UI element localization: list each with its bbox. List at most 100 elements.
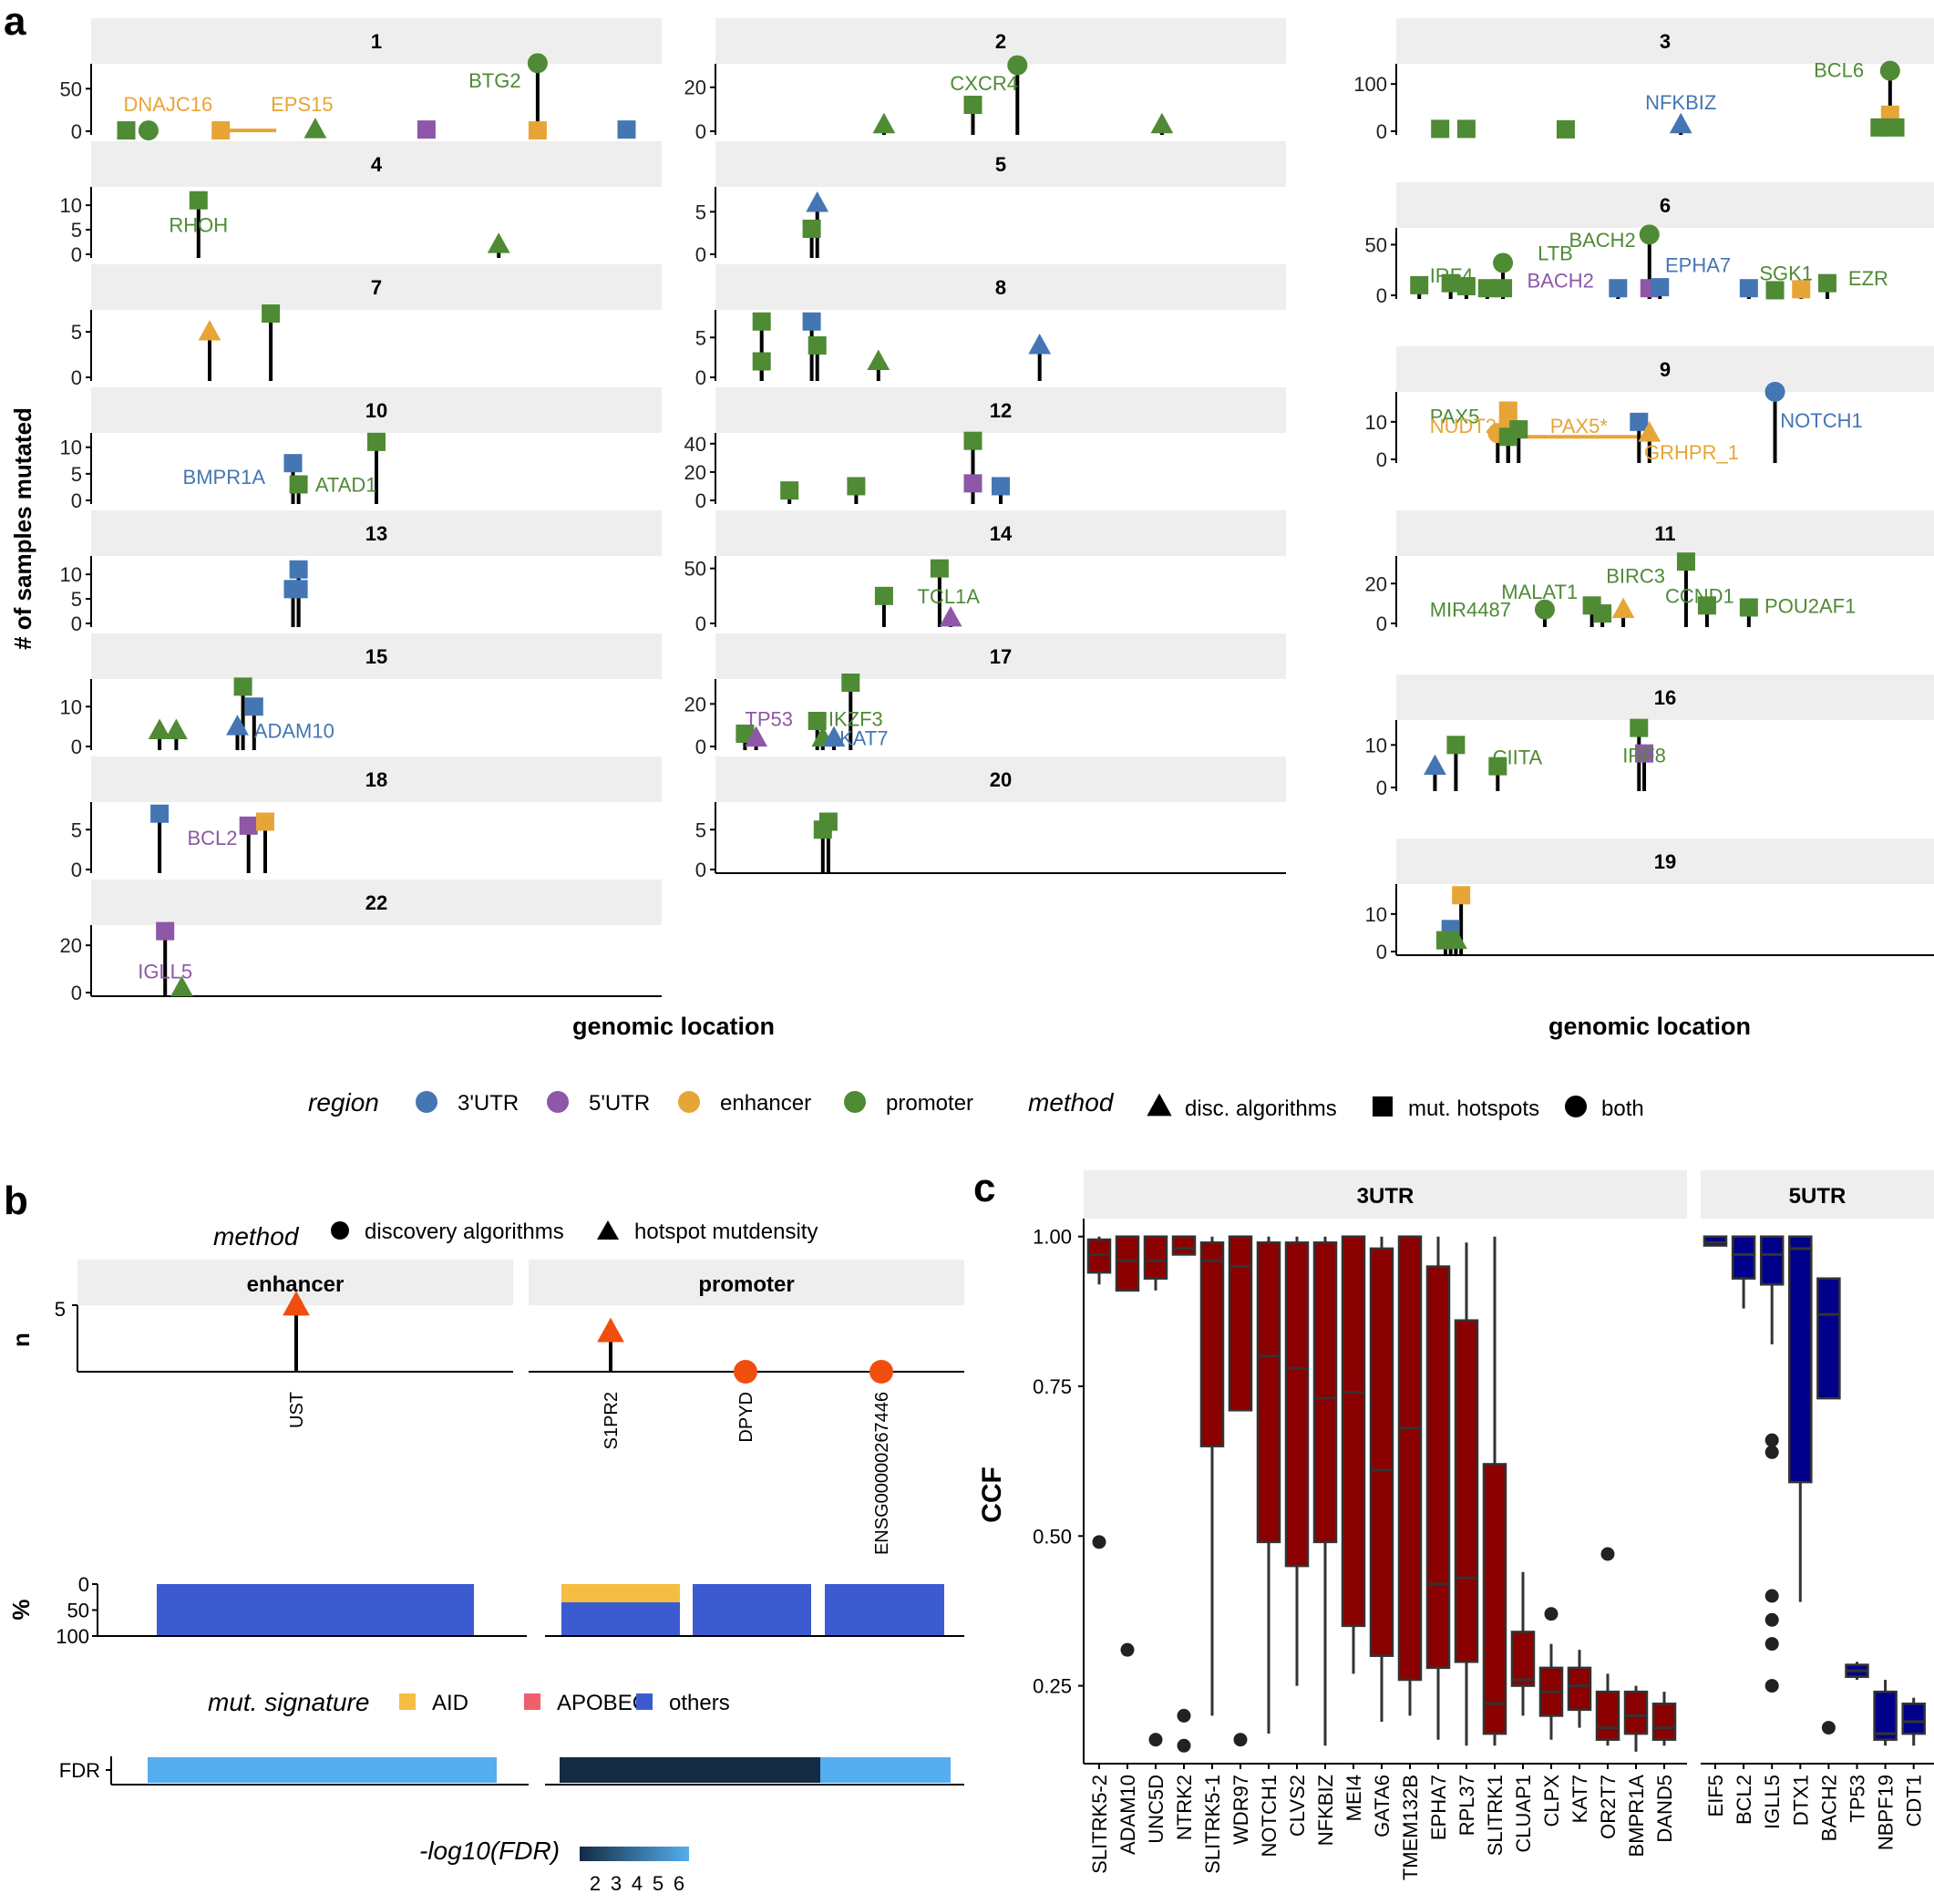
facet-strip-label: 9	[1660, 358, 1671, 381]
box-EPHA7	[1425, 1265, 1451, 1670]
gene-label: NOTCH1	[1780, 409, 1862, 432]
gene-tick-label: OR2T7	[1597, 1775, 1620, 1839]
gene-label: CXCR4	[950, 72, 1018, 95]
gene-tick-label: CLVS2	[1286, 1775, 1309, 1837]
gene-label: EPS15	[271, 93, 334, 116]
gene-label: CIITA	[1493, 746, 1543, 768]
lollipop-point	[487, 232, 510, 253]
facet-y-tick-label: 10	[60, 194, 82, 217]
gene-label: IGLL5	[138, 961, 192, 983]
gene-tick-label: KAT7	[1569, 1775, 1591, 1823]
facet-y-tick-label: 20	[60, 934, 82, 957]
lollipop-point	[289, 475, 308, 494]
lollipop-point	[963, 474, 982, 493]
facet-strip	[91, 264, 662, 310]
facet-chr-16: 16 0 10 CIITA IRF8	[1365, 674, 1934, 799]
lollipop-point	[117, 121, 136, 140]
lollipop-point	[170, 975, 193, 997]
lollipop-point	[1739, 279, 1758, 298]
fdr-axis-label: FDR	[59, 1759, 100, 1782]
legend-method-title: method	[1028, 1088, 1115, 1117]
lollipop-point	[1556, 119, 1575, 139]
gene-label: MIR4487	[1430, 599, 1511, 622]
panel-a-letter: a	[4, 0, 26, 44]
lollipop-point	[1639, 224, 1660, 245]
facet-y-tick-label: 10	[60, 563, 82, 586]
box-outlier	[1764, 1679, 1779, 1693]
panel-c-letter: c	[973, 1166, 995, 1210]
signature-bar-DPYD	[693, 1584, 811, 1636]
box-NTRK2	[1171, 1235, 1197, 1256]
facet-strip-label: 5	[995, 153, 1006, 176]
gene-label: SGK1	[1759, 262, 1813, 285]
lollipop-point	[1441, 273, 1460, 293]
facet-strip	[91, 387, 662, 433]
gene-label: KAT7	[839, 727, 888, 750]
facet-strip-label: 4	[371, 153, 383, 176]
facet-strip-label: 6	[1660, 194, 1671, 217]
lollipop-point	[1494, 279, 1513, 298]
lollipop-point	[752, 352, 771, 371]
facet-strip-label: 19	[1654, 850, 1676, 873]
box-WDR97	[1228, 1235, 1253, 1412]
gene-tick-label: SLITRK5-1	[1201, 1775, 1224, 1874]
legend-swatch-utr5	[547, 1091, 569, 1113]
fdr-tile-ENSG00000267446	[820, 1757, 951, 1783]
gene-label: S1PR2	[602, 1392, 622, 1449]
lollipop-point	[289, 580, 308, 599]
facet-strip-label: 16	[1654, 686, 1676, 709]
gene-label: BTG2	[468, 69, 520, 92]
box-BCL2	[1731, 1235, 1756, 1280]
gene-tick-label: ADAM10	[1116, 1775, 1139, 1855]
lollipop-point	[256, 812, 274, 831]
box-DAND5	[1651, 1703, 1677, 1741]
facet-y-tick-label: 50	[1365, 233, 1387, 256]
lollipop-point	[303, 118, 327, 139]
gene-label: CCND1	[1665, 584, 1734, 607]
box-CLVS2	[1284, 1241, 1310, 1568]
box-SLITRK5-1	[1199, 1241, 1225, 1447]
lollipop-point	[847, 477, 866, 496]
fdr-colorbar-tick: 3	[611, 1872, 622, 1895]
gene-tick-label: NTRK2	[1173, 1775, 1196, 1840]
facet-strip	[715, 264, 1286, 310]
signature-bar-UST	[157, 1584, 474, 1636]
facet-strip-label: 13	[365, 522, 387, 545]
gene-tick-label: CLUAP1	[1512, 1775, 1535, 1853]
signature-legend-label: APOBEC	[557, 1691, 648, 1715]
facet-chr-19: 19 0 10	[1365, 839, 1934, 963]
facet-strip-label: 15	[365, 645, 387, 668]
facet-strip-label: 10	[365, 399, 387, 422]
lollipop-point	[165, 718, 188, 739]
legend-label-utr3: 3'UTR	[458, 1091, 519, 1116]
facet-y-tick-label: 0	[1376, 448, 1387, 471]
lollipop-point	[1638, 421, 1661, 442]
facet-y-tick-label: 0	[1376, 612, 1387, 635]
lollipop-point	[780, 481, 799, 500]
box-ADAM10	[1115, 1235, 1140, 1292]
lollipop-point-UST	[283, 1291, 310, 1316]
facet-y-tick-label: 0	[695, 859, 706, 881]
lollipop-point	[745, 726, 767, 747]
facet-y-tick-label: 0	[71, 612, 82, 635]
gene-tick-label: EIF5	[1704, 1775, 1727, 1817]
facet-y-tick-label: 10	[1365, 734, 1387, 756]
lollipop-point	[808, 712, 827, 730]
gene-tick-label: GATA6	[1371, 1775, 1394, 1837]
facet-chr-3: 3 0 100 NFKBIZ BCL6	[1353, 18, 1934, 143]
facet-y-tick-label: 0	[1376, 777, 1387, 799]
lollipop-point	[822, 726, 846, 747]
signature-legend-title: mut. signature	[208, 1688, 369, 1716]
lollipop-point	[1534, 599, 1555, 620]
lollipop-point	[1452, 886, 1471, 905]
gene-label: DNAJC16	[123, 93, 212, 116]
lollipop-point	[1493, 252, 1514, 273]
ccf-y-tick-label: 1.00	[1033, 1226, 1072, 1249]
gene-tick-label: RPL37	[1456, 1775, 1478, 1836]
gene-tick-label: DAND5	[1653, 1775, 1676, 1843]
ccf-y-tick-label: 0.75	[1033, 1375, 1072, 1398]
